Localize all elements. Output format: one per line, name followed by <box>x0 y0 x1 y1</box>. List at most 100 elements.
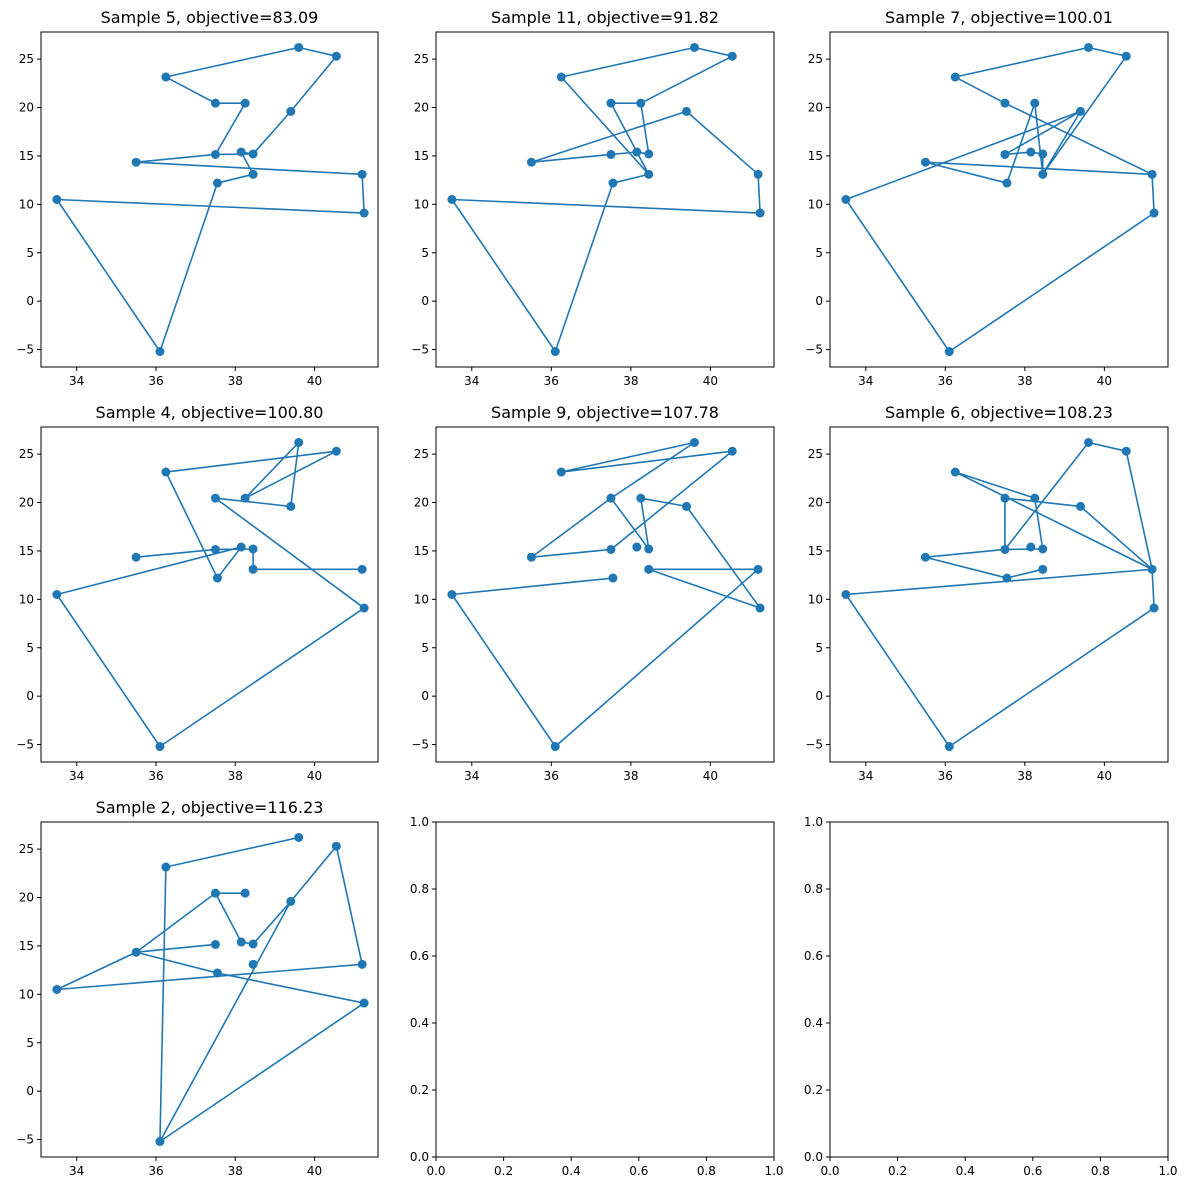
y-tick-label: 25 <box>19 447 34 461</box>
axes-frame <box>829 821 1169 1158</box>
city-point <box>682 106 692 116</box>
city-point <box>1038 149 1048 159</box>
y-tick-label: 20 <box>414 496 429 510</box>
x-tick-label: 0.4 <box>956 1164 975 1178</box>
city-point <box>248 149 258 159</box>
subplot-8: 0.0 0.2 0.4 0.6 0.8 1.0 0.0 0.2 0.4 0.6 0.8 1.0 <box>410 815 784 1178</box>
city-point <box>950 72 960 82</box>
y-tick-label: 10 <box>19 987 34 1001</box>
subplot-title: Sample 7, objective=100.01 <box>885 8 1113 27</box>
city-point <box>131 157 141 167</box>
x-tick-label: 0.0 <box>820 1164 839 1178</box>
y-tick-label: −5 <box>16 738 34 752</box>
y-tick-label: 15 <box>808 544 823 558</box>
x-tick-label: 40 <box>1097 374 1112 388</box>
city-point <box>727 446 737 456</box>
y-tick-label: 1.0 <box>410 815 429 829</box>
city-point <box>632 147 642 157</box>
city-point <box>606 544 616 554</box>
subplot-title: Sample 4, objective=100.80 <box>96 403 324 422</box>
axes-frame <box>40 426 379 763</box>
city-point <box>556 467 566 477</box>
route-line <box>924 46 1155 353</box>
x-tick-label: 0.6 <box>1023 1164 1042 1178</box>
city-point <box>52 195 62 204</box>
city-point <box>1147 564 1157 574</box>
x-tick-label: 38 <box>228 374 243 388</box>
city-point <box>240 493 250 503</box>
city-point <box>357 959 367 969</box>
x-tick-label: 0.8 <box>697 1164 716 1178</box>
y-tick-label: 15 <box>414 149 429 163</box>
x-tick-label: 0.8 <box>1091 1164 1110 1178</box>
city-point <box>644 149 654 159</box>
x-tick-label: 38 <box>1017 769 1032 783</box>
city-point <box>248 959 258 969</box>
y-tick-label: 20 <box>19 891 34 905</box>
y-tick-label: 5 <box>26 641 34 655</box>
city-point <box>1038 169 1048 179</box>
y-tick-label: 15 <box>414 544 429 558</box>
y-tick-label: 10 <box>414 197 429 211</box>
city-point <box>755 208 765 218</box>
x-tick-label: 40 <box>307 1164 322 1178</box>
y-tick-label: 10 <box>808 592 823 606</box>
city-point <box>1030 98 1040 108</box>
x-tick-label: 1.0 <box>764 1164 783 1178</box>
subplot-6: Sample 6, objective=108.23 34 36 38 40 −5 0 5 10… <box>805 403 1169 783</box>
x-tick-label: 38 <box>228 1164 243 1178</box>
y-tick-label: 5 <box>815 246 823 260</box>
city-point <box>606 493 616 503</box>
city-point <box>1149 603 1159 613</box>
city-point <box>608 178 618 188</box>
route-line <box>56 441 365 748</box>
y-tick-label: −5 <box>805 343 823 357</box>
y-tick-label: 0 <box>421 689 429 703</box>
city-point <box>294 437 304 447</box>
city-point <box>131 947 141 957</box>
subplot-title: Sample 6, objective=108.23 <box>885 403 1113 422</box>
city-point <box>155 347 165 357</box>
city-point <box>606 98 616 108</box>
city-point <box>944 742 954 752</box>
y-tick-label: 0.2 <box>410 1083 429 1097</box>
y-tick-label: 0.6 <box>804 949 823 963</box>
city-point <box>1000 98 1010 108</box>
y-tick-label: 5 <box>421 246 429 260</box>
y-tick-label: 0.2 <box>804 1083 823 1097</box>
city-point <box>1083 42 1093 52</box>
route-line-segment <box>136 548 363 571</box>
city-point <box>526 552 536 562</box>
y-tick-label: 20 <box>808 101 823 115</box>
y-tick-label: 10 <box>414 592 429 606</box>
y-tick-label: 20 <box>19 101 34 115</box>
y-tick-label: 20 <box>808 496 823 510</box>
city-point <box>753 564 763 574</box>
y-tick-label: −5 <box>411 738 429 752</box>
x-tick-label: 40 <box>307 374 322 388</box>
city-point <box>286 106 296 116</box>
city-point <box>210 939 220 949</box>
y-tick-label: 25 <box>19 52 34 66</box>
y-tick-label: 25 <box>808 447 823 461</box>
y-tick-label: 5 <box>26 1036 34 1050</box>
x-tick-label: 36 <box>148 769 163 783</box>
axes-frame <box>435 31 775 368</box>
city-point <box>210 544 220 554</box>
subplot-title: Sample 5, objective=83.09 <box>101 8 319 27</box>
city-point <box>944 347 954 357</box>
subplot-title: Sample 2, objective=116.23 <box>96 798 324 817</box>
y-tick-label: −5 <box>805 738 823 752</box>
route-line <box>56 151 365 352</box>
y-tick-label: 0 <box>26 294 34 308</box>
city-point <box>1076 106 1086 116</box>
city-point <box>447 590 457 599</box>
city-point <box>644 169 654 179</box>
x-tick-label: 0.4 <box>562 1164 581 1178</box>
y-tick-label: 0.0 <box>410 1150 429 1164</box>
y-tick-label: 0 <box>26 1084 34 1098</box>
subplot-3: Sample 7, objective=100.01 34 36 38 40 −5 0 5 10… <box>805 8 1169 388</box>
city-point <box>212 573 222 583</box>
city-point <box>248 939 258 949</box>
x-tick-label: 34 <box>858 769 873 783</box>
